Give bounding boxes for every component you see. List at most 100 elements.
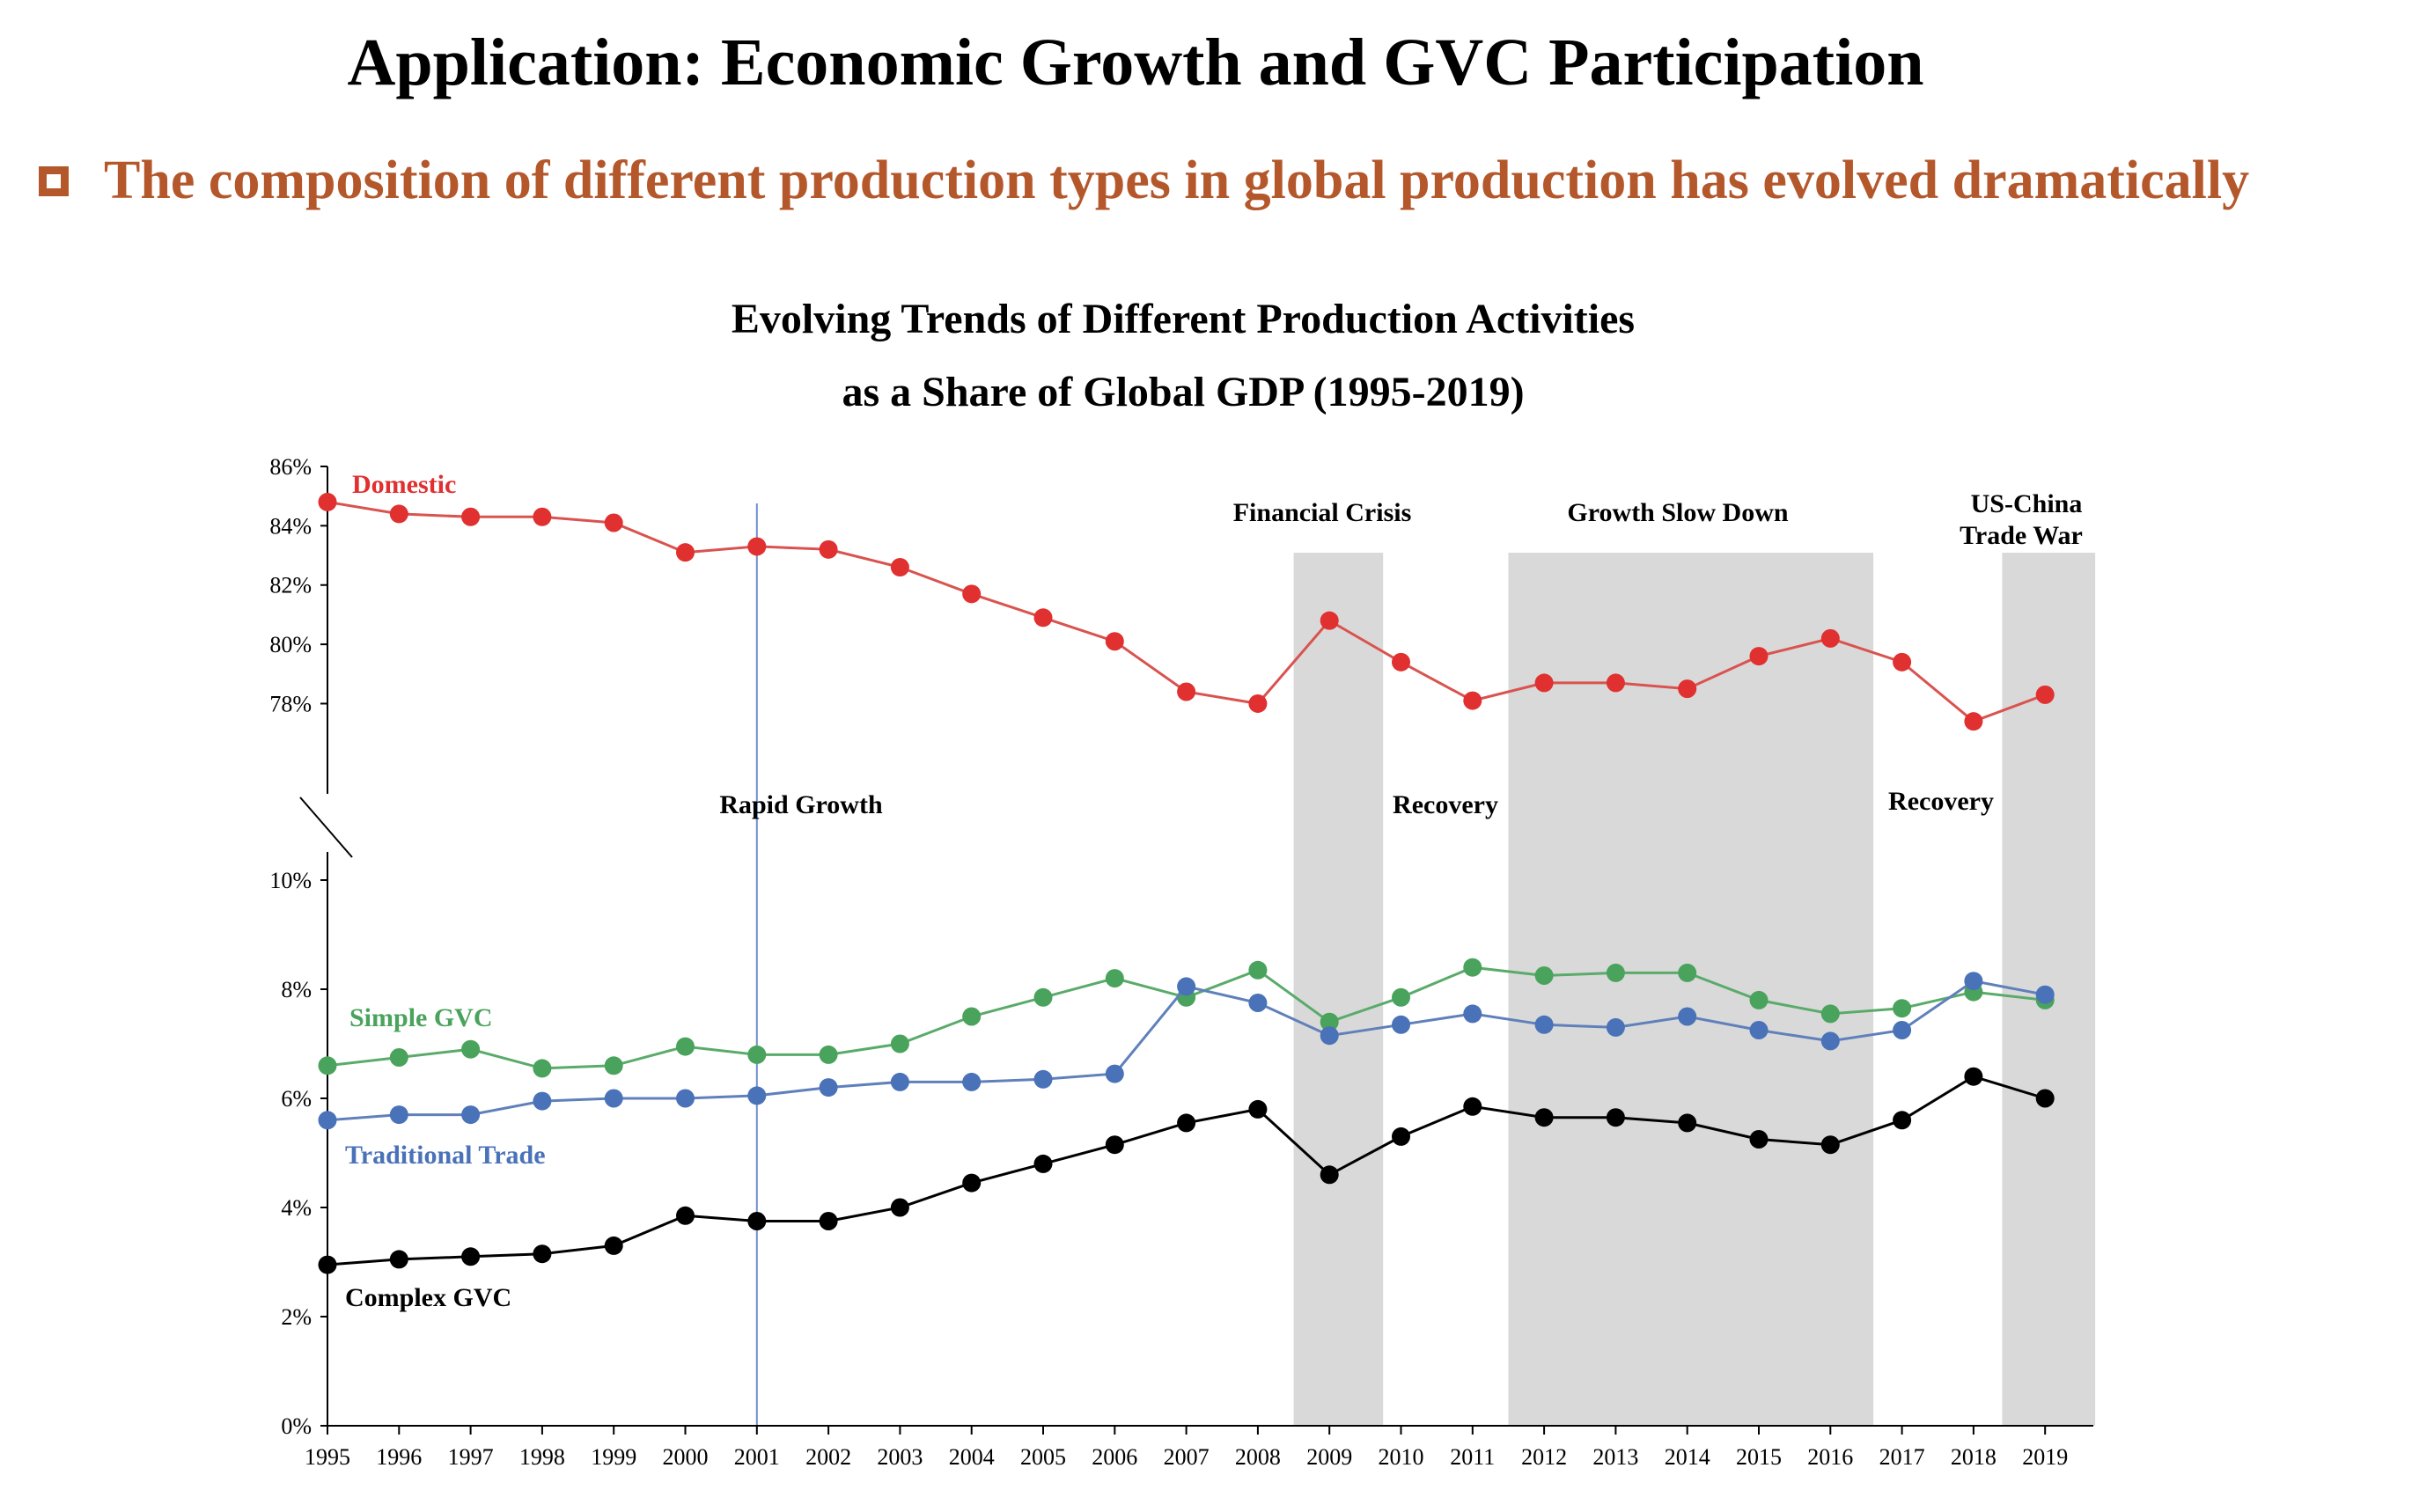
traditional-trade-point [1105, 1064, 1124, 1083]
x-tick-label: 2006 [1092, 1444, 1137, 1470]
x-tick-label: 1997 [448, 1444, 494, 1470]
simple-gvc-point [1320, 1012, 1339, 1031]
domestic-point [1678, 679, 1697, 699]
simple-gvc-point [747, 1045, 767, 1064]
simple-gvc-point [604, 1056, 623, 1075]
simple-gvc-point [389, 1048, 408, 1067]
domestic-point [819, 539, 838, 559]
simple-gvc-point [318, 1056, 337, 1075]
traditional-trade-point [890, 1072, 909, 1091]
lower-y-tick-label: 4% [281, 1195, 312, 1221]
series [318, 492, 2055, 1274]
traditional-trade-point [1320, 1026, 1339, 1046]
complex-gvc-point [1033, 1154, 1053, 1173]
x-tick-label: 2017 [1879, 1444, 1925, 1470]
x-tick-label: 2015 [1736, 1444, 1782, 1470]
lower-y-tick-label: 0% [281, 1413, 312, 1439]
domestic-point [1463, 691, 1482, 710]
domestic-point [604, 513, 623, 532]
traditional-trade-point [2035, 985, 2055, 1004]
traditional-trade-point [1392, 1015, 1410, 1034]
complex-gvc-point [1392, 1127, 1410, 1146]
complex-gvc-point [747, 1212, 767, 1230]
domestic-point [1820, 628, 1840, 648]
upper-y-tick-label: 80% [269, 632, 312, 657]
complex-gvc-point [1749, 1130, 1769, 1149]
x-tick-label: 2002 [805, 1444, 851, 1470]
domestic-point [1248, 694, 1268, 713]
annotations: Domestic Simple GVC Traditional Trade Compl… [345, 470, 2083, 1312]
complex-gvc-point [1964, 1067, 1983, 1086]
traditional-trade-point [1749, 1021, 1769, 1039]
rapid-growth-label: Rapid Growth [719, 790, 883, 819]
x-tick-label: 2010 [1379, 1444, 1424, 1470]
traditional-trade-point [819, 1078, 838, 1097]
x-tick-label: 1999 [591, 1444, 636, 1470]
complex-gvc-point [1177, 1113, 1196, 1133]
traditional-trade-point [1177, 977, 1196, 996]
domestic-point [676, 543, 695, 562]
traditional-trade-label: Traditional Trade [345, 1141, 546, 1170]
x-tick-label: 1996 [376, 1444, 422, 1470]
simple-gvc-point [1392, 987, 1410, 1007]
simple-gvc-point [1606, 963, 1625, 982]
domestic-point [1105, 632, 1124, 651]
traditional-trade-point [1964, 972, 1983, 991]
traditional-trade-point [1033, 1069, 1053, 1089]
simple-gvc-point [1534, 966, 1554, 985]
traditional-trade-point [1893, 1021, 1912, 1039]
simple-gvc-point [1105, 969, 1124, 988]
lower-y-tick-label: 8% [281, 977, 312, 1002]
simple-gvc-point [962, 1007, 982, 1026]
x-tick-label: 2014 [1665, 1444, 1710, 1470]
axis-break-mark [299, 796, 353, 858]
page-title: Application: Economic Growth and GVC Par… [347, 26, 1924, 99]
complex-gvc-point [890, 1198, 909, 1217]
domestic-point [1177, 682, 1196, 701]
slide-subtitle: The composition of different production … [104, 150, 2250, 210]
chart-title-line2: as a Share of Global GDP (1995-2019) [842, 369, 1525, 415]
domestic-point [461, 507, 481, 526]
complex-gvc-point [533, 1244, 552, 1264]
lower-y-tick-label: 10% [269, 868, 312, 893]
complex-gvc-point [2035, 1089, 2055, 1108]
shaded-periods [755, 503, 2096, 1426]
traditional-trade-point [604, 1089, 623, 1108]
lower-y-tick-label: 6% [281, 1086, 312, 1112]
recovery-label-1: Recovery [1393, 790, 1498, 819]
x-tick-label: 2005 [1020, 1444, 1066, 1470]
traditional-trade-point [1248, 994, 1268, 1012]
upper-y-tick-label: 82% [269, 573, 312, 598]
simple-gvc-point [1820, 1004, 1840, 1024]
complex-gvc-point [318, 1255, 337, 1274]
complex-gvc-point [1248, 1099, 1268, 1119]
complex-gvc-point [819, 1212, 838, 1230]
simple-gvc-label: Simple GVC [349, 1003, 493, 1032]
trade-war-label-line1: US-China [1971, 489, 2083, 518]
growth-slow-down-label: Growth Slow Down [1567, 498, 1788, 527]
x-tick-label: 2004 [949, 1444, 995, 1470]
upper-y-tick-label: 86% [269, 454, 312, 480]
upper-y-tick-label: 84% [269, 513, 312, 539]
traditional-trade-point [747, 1086, 767, 1105]
simple-gvc-point [1678, 963, 1697, 982]
simple-gvc-point [819, 1045, 838, 1064]
simple-gvc-point [1893, 999, 1912, 1018]
traditional-trade-point [1463, 1004, 1482, 1024]
complex-gvc-point [1320, 1165, 1339, 1185]
x-tick-label: 2011 [1450, 1444, 1495, 1470]
trade-war-label-line2: Trade War [1960, 521, 2083, 550]
x-tick-label: 2019 [2022, 1444, 2068, 1470]
domestic-point [318, 492, 337, 511]
traditional-trade-point [1820, 1031, 1840, 1051]
complex-gvc-label: Complex GVC [345, 1283, 511, 1312]
domestic-point [389, 504, 408, 524]
x-tick-label: 2000 [663, 1444, 709, 1470]
domestic-point [2035, 685, 2055, 704]
domestic-point [890, 558, 909, 577]
traditional-trade-point [1606, 1017, 1625, 1037]
axes: 78% 80% 82% 84% 86% 0% 2% 4% 6% 8% 10% 1995 1996 1997… [269, 454, 2093, 1470]
complex-gvc-point [389, 1250, 408, 1269]
domestic-label: Domestic [352, 470, 456, 499]
x-tick-label: 2009 [1306, 1444, 1352, 1470]
